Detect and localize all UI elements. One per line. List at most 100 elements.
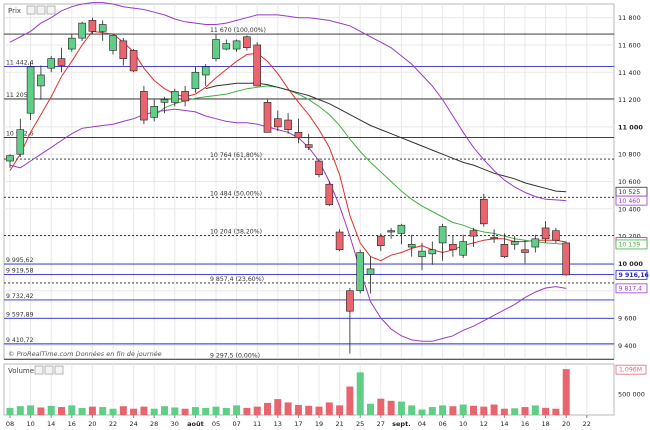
volume-bar [521,407,529,415]
volume-bar [315,406,323,415]
volume-bar [439,405,447,415]
volume-settings-icon[interactable] [44,365,54,375]
candle-body [325,183,334,206]
volume-zoom-icon[interactable] [34,365,44,375]
price-panel-title: Prix [8,7,21,15]
x-tick-label: 21 [335,420,343,428]
x-tick-label: 20 [88,420,96,428]
level-label: 10 484 (50,00%) [210,190,262,197]
volume-bar [109,408,117,415]
candle-body [438,226,447,244]
moving-average-mid-line [153,85,567,245]
x-tick-label: 14 [47,420,55,428]
level-label: 10 764 (61,80%) [210,152,262,159]
x-tick-label: 28 [150,420,158,428]
volume-bar [480,406,488,415]
y-tick-label: 10 200 [618,233,641,241]
x-tick-label: 27 [377,420,385,428]
volume-bar [294,404,302,415]
volume-bar [58,407,65,415]
volume-bar [191,407,199,415]
candle-body [129,50,138,72]
volume-bar [37,407,45,415]
x-tick-label: 10 [26,420,34,428]
price-tag-box [615,195,648,206]
price-tag-label: 10 460 [619,198,641,205]
candle-body [26,66,35,114]
candle-body [562,242,571,276]
candle-body [304,144,313,148]
volume-bar [387,400,395,415]
x-tick-label: août [187,420,204,428]
y-tick-label: 10 600 [618,178,641,186]
candle-body [37,74,45,87]
candlesticks [6,17,571,354]
volume-bar [500,408,508,415]
source-footer: © ProRealTime.com Données en fin de jour… [8,350,162,358]
candle-body [418,250,426,257]
candle-body [428,249,437,255]
price-tag-label: 9 916,16 [619,272,649,279]
candle-body [171,91,179,103]
volume-close-icon[interactable] [54,365,64,375]
x-tick-label: 16 [68,420,76,428]
volume-bar [356,372,364,415]
candle-body [335,231,344,251]
settings-icon[interactable] [36,5,46,15]
volume-bar [336,405,344,415]
candle-body [500,244,509,257]
volume-bar [418,409,426,415]
x-tick-label: sept. [392,420,411,428]
volume-bar [305,405,313,415]
candle-body [510,241,519,245]
candle-body [253,44,261,87]
level-label: 9 857,4 (23,60%) [210,276,264,283]
candle-body [552,230,560,241]
candle-body [263,102,272,133]
y-tick-label: 9 600 [618,315,637,323]
volume-bar [222,407,230,415]
price-tag-box [615,239,648,250]
candle-body [119,40,128,59]
volume-bar [470,405,477,415]
candle-body [459,241,468,256]
candle-body [140,91,148,121]
volume-tick-label: 500 000 [618,391,645,399]
candle-body [273,118,282,128]
volume-bar [408,405,416,415]
volume-bar [212,406,220,415]
price-tag-label: 9 817,4 [619,286,643,293]
candle-body [6,155,14,162]
volume-bar [6,407,14,415]
zoom-icon[interactable] [26,5,36,15]
x-tick-label: 16 [521,420,529,428]
candle-body [68,37,76,50]
volume-bar [150,408,158,415]
candle-body [387,230,395,233]
x-tick-label: 06 [438,420,446,428]
volume-toolbar [34,365,64,375]
volume-bar [88,406,96,415]
x-tick-label: 18 [541,420,549,428]
candle-body [201,66,210,76]
volume-max-label: 1,096M [619,367,642,374]
candle-body [191,71,200,89]
candle-body [521,249,529,253]
close-icon[interactable] [46,5,56,15]
x-tick-label: 10 [459,420,467,428]
y-tick-label: 10 000 [618,260,643,268]
x-tick-label: 17 [294,420,302,428]
level-label: 9 297,5 (0,00%) [210,352,260,359]
x-tick-label: 14 [500,420,508,428]
x-tick-label: 22 [109,420,117,428]
volume-bar [552,408,560,415]
level-label: 9 732,42 [6,293,34,300]
price-tag-box [615,269,648,280]
candle-body [346,290,354,312]
volume-bar [274,399,282,415]
y-tick-label: 10 800 [618,151,641,159]
candle-body [284,119,292,130]
x-tick-label: 30 [171,420,179,428]
